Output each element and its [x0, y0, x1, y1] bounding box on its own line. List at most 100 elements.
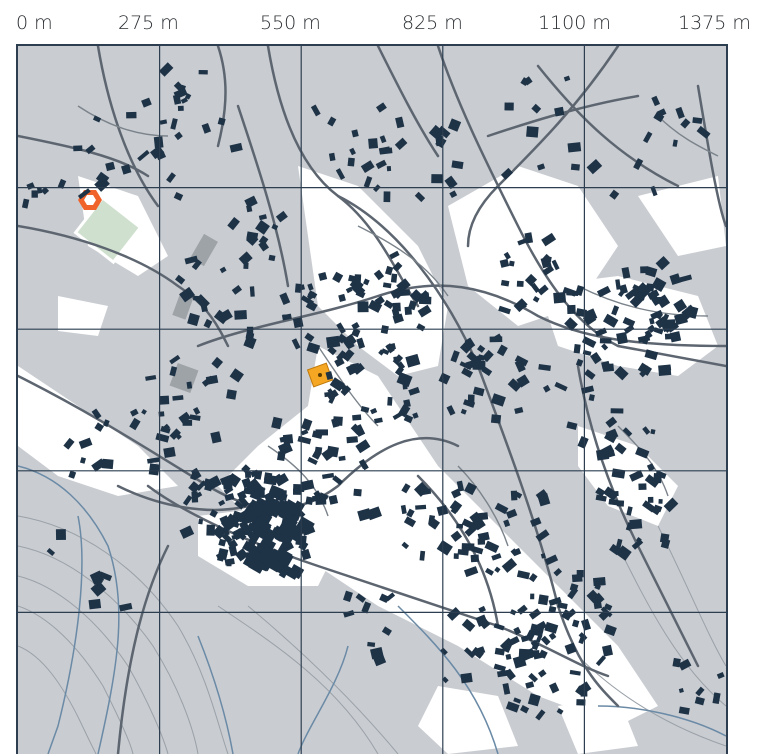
building: [234, 310, 247, 320]
building: [616, 500, 625, 507]
building: [374, 417, 383, 424]
building: [334, 357, 345, 368]
building: [484, 540, 500, 553]
building: [163, 446, 176, 459]
building: [621, 266, 631, 279]
building: [470, 554, 480, 563]
building: [629, 519, 643, 530]
map-svg[interactable]: [18, 46, 726, 754]
building: [57, 178, 67, 189]
building: [543, 384, 551, 393]
building: [381, 626, 392, 636]
building: [619, 284, 628, 295]
building: [537, 669, 547, 678]
building: [440, 647, 448, 656]
building: [412, 412, 419, 419]
building: [504, 668, 516, 681]
building: [643, 131, 653, 144]
building: [218, 499, 226, 507]
building: [542, 265, 555, 276]
building: [680, 118, 691, 129]
building: [244, 522, 256, 537]
building: [345, 364, 357, 376]
building: [664, 333, 678, 340]
building: [91, 458, 106, 472]
map-canvas[interactable]: [16, 44, 728, 754]
building: [602, 644, 614, 657]
building: [415, 504, 427, 510]
building: [505, 701, 520, 713]
building: [268, 484, 284, 498]
building: [363, 278, 370, 286]
building: [562, 286, 577, 297]
building: [571, 574, 583, 583]
building: [564, 317, 578, 331]
building: [609, 189, 620, 200]
building: [350, 423, 363, 436]
building: [390, 286, 404, 299]
building: [384, 265, 394, 276]
building: [98, 571, 113, 582]
building: [678, 706, 690, 715]
building: [277, 441, 293, 456]
building: [46, 548, 56, 557]
building: [382, 282, 392, 289]
building: [383, 191, 391, 203]
building: [126, 111, 137, 119]
building: [94, 422, 105, 432]
building: [179, 286, 196, 303]
building: [147, 457, 160, 464]
building: [650, 428, 656, 435]
building: [503, 251, 511, 260]
building: [170, 118, 178, 130]
building: [239, 531, 246, 537]
building: [120, 164, 132, 175]
building: [401, 483, 411, 494]
building: [577, 436, 589, 449]
building: [642, 426, 651, 435]
building: [370, 407, 378, 415]
building: [250, 517, 270, 537]
building: [101, 458, 114, 470]
building: [341, 333, 357, 349]
building: [396, 361, 406, 371]
building: [349, 147, 356, 156]
building: [595, 655, 607, 667]
building: [247, 533, 260, 547]
building: [367, 299, 383, 313]
building: [567, 142, 582, 153]
building: [553, 567, 563, 577]
building: [379, 135, 387, 144]
building: [610, 490, 619, 497]
square-marker-icon[interactable]: [306, 362, 334, 388]
building: [375, 102, 387, 113]
building: [246, 205, 253, 213]
building: [672, 657, 681, 668]
building: [450, 488, 462, 499]
building: [549, 682, 560, 694]
building: [637, 362, 653, 376]
building: [461, 543, 475, 551]
building: [510, 490, 518, 501]
building: [243, 335, 257, 350]
building: [219, 266, 227, 274]
building: [36, 187, 43, 194]
building: [227, 217, 240, 231]
building: [158, 62, 174, 77]
scale-label-1375: 1375 m: [678, 12, 751, 34]
building: [332, 475, 344, 486]
building: [586, 589, 600, 604]
building: [137, 149, 150, 162]
building: [575, 358, 584, 367]
building: [395, 116, 405, 129]
building: [654, 296, 662, 304]
building: [535, 709, 546, 721]
building: [463, 647, 476, 659]
building: [447, 118, 462, 132]
building: [338, 455, 346, 462]
scale-label-1100: 1100 m: [538, 12, 611, 34]
building: [537, 163, 546, 171]
building: [182, 420, 193, 426]
building: [544, 621, 559, 634]
building: [477, 354, 485, 361]
